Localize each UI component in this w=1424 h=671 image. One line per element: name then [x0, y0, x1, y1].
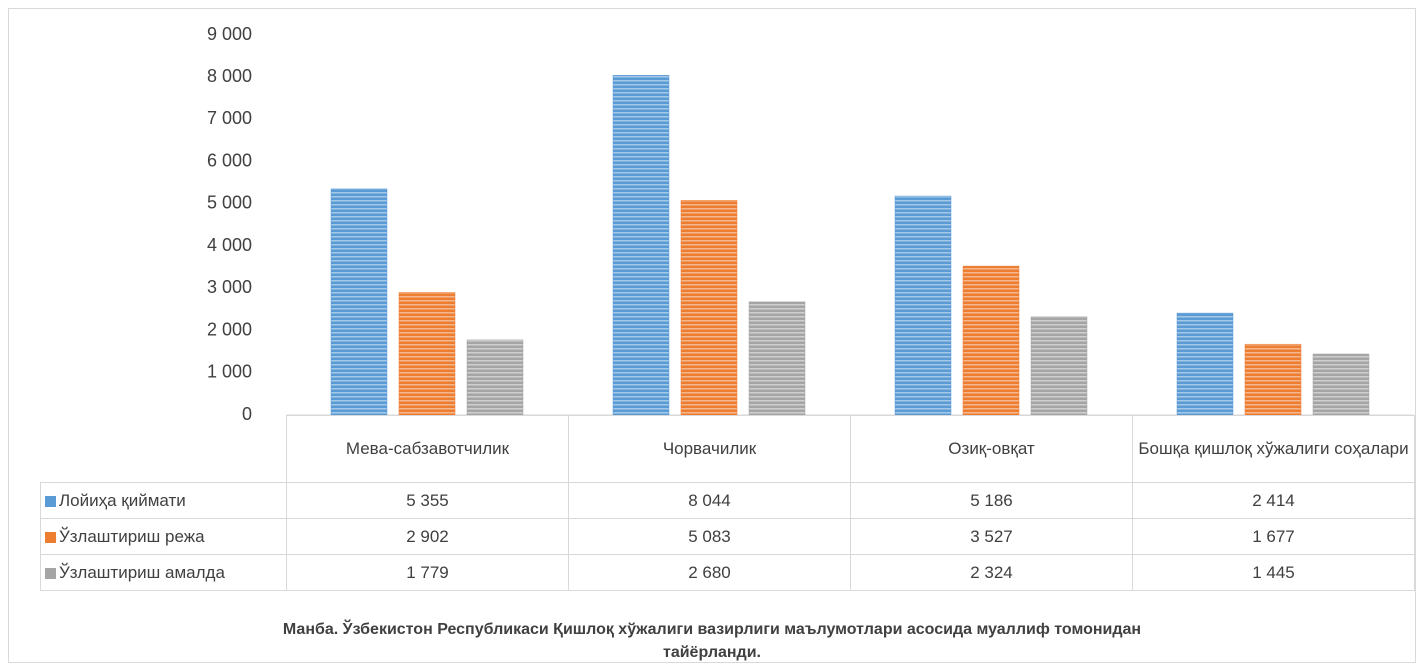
header-row: Мева-сабзавотчилик Чорвачилик Озиқ-овқат Бо…	[40, 415, 1415, 483]
y-tick-label: 6 000	[207, 150, 252, 170]
legend-key	[45, 495, 56, 507]
legend-cell: Лойиҳа қиймати	[40, 482, 287, 519]
bar	[398, 292, 456, 416]
chart-frame	[8, 8, 1416, 663]
bar	[612, 75, 670, 416]
bar	[330, 188, 388, 416]
y-tick-label: 4 000	[207, 235, 252, 255]
bar	[748, 301, 806, 416]
value-label: 5 083	[568, 518, 851, 555]
source-note: Манба. Ўзбекистон Республикаси Қишлоқ хў…	[282, 621, 1142, 661]
corner-cell	[40, 415, 287, 483]
bar	[1176, 312, 1234, 416]
category-label: Мева-сабзавотчилик	[286, 415, 569, 483]
legend-cell: Ўзлаштириш амалда	[40, 554, 287, 591]
value-label: 1 779	[286, 554, 569, 591]
value-label: 8 044	[568, 482, 851, 519]
bar	[1312, 353, 1370, 416]
series-row: Ўзлаштириш амалда 1 779 2 680 2 324 1 445	[40, 554, 1415, 591]
value-label: 2 680	[568, 554, 851, 591]
data-table: Мева-сабзавотчилик Чорвачилик Озиқ-овқат Бо…	[40, 415, 1415, 591]
category-label: Озиқ-овқат	[850, 415, 1133, 483]
legend-label: Ўзлаштириш амалда	[59, 562, 225, 582]
value-label: 2 902	[286, 518, 569, 555]
bar	[894, 195, 952, 416]
y-tick-label: 0	[242, 404, 252, 424]
legend-cell: Ўзлаштириш режа	[40, 518, 287, 555]
value-label: 2 324	[850, 554, 1133, 591]
legend-label: Лойиҳа қиймати	[59, 490, 186, 510]
legend-label: Ўзлаштириш режа	[59, 526, 205, 546]
bar	[962, 265, 1020, 416]
category-label: Чорвачилик	[568, 415, 851, 483]
value-label: 2 414	[1132, 482, 1415, 519]
bar	[1030, 316, 1088, 416]
series-row: Лойиҳа қиймати 5 355 8 044 5 186 2 414	[40, 482, 1415, 519]
y-tick-label: 8 000	[207, 66, 252, 86]
bar	[466, 339, 524, 416]
category-label: Бошқа қишлоқ хўжалиги соҳалари	[1132, 415, 1415, 483]
legend-key	[45, 531, 56, 543]
series-row: Ўзлаштириш режа 2 902 5 083 3 527 1 677	[40, 518, 1415, 555]
value-label: 3 527	[850, 518, 1133, 555]
value-label: 5 186	[850, 482, 1133, 519]
bar	[680, 200, 738, 416]
bar	[1244, 343, 1302, 416]
legend-key	[45, 567, 56, 579]
y-tick-label: 1 000	[207, 362, 252, 382]
value-label: 1 445	[1132, 554, 1415, 591]
y-tick-label: 7 000	[207, 108, 252, 128]
y-tick-label: 5 000	[207, 193, 252, 213]
value-label: 5 355	[286, 482, 569, 519]
y-tick-label: 2 000	[207, 319, 252, 339]
y-tick-label: 3 000	[207, 277, 252, 297]
y-tick-label: 9 000	[207, 24, 252, 44]
value-label: 1 677	[1132, 518, 1415, 555]
